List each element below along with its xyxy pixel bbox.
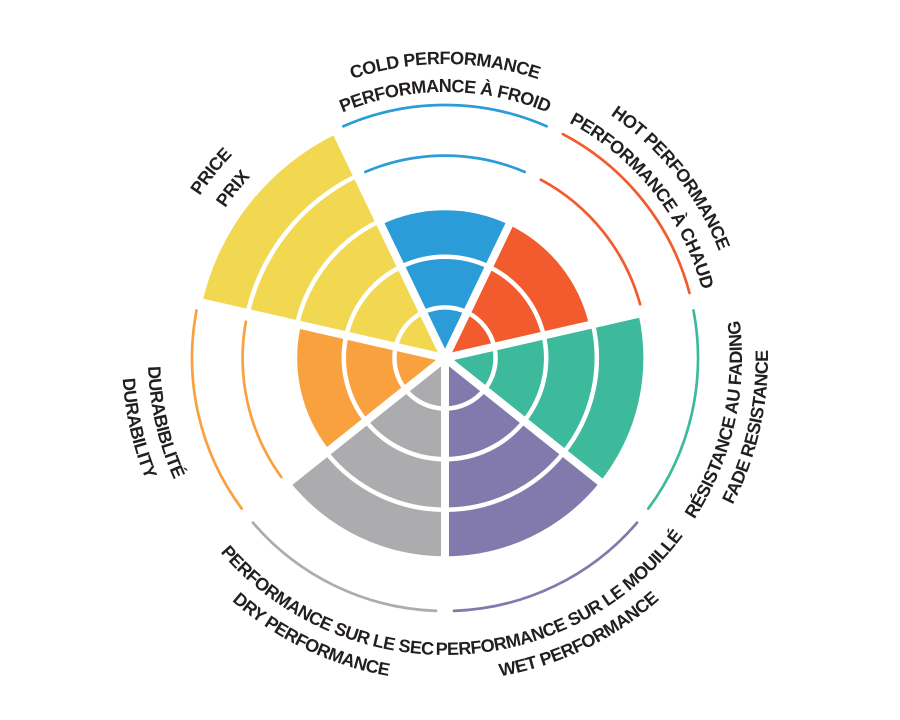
ring-separator-fade xyxy=(522,334,549,423)
ring-separator-price xyxy=(344,264,403,336)
sector-boundary-line xyxy=(182,294,446,362)
category-label-fr-cold: PERFORMANCE À FROID xyxy=(337,76,554,116)
unfilled-ring-arc-durability xyxy=(241,320,283,479)
sector-boundary-line xyxy=(325,114,449,360)
unfilled-ring-arc-hot xyxy=(561,132,691,295)
sector-boundary-line xyxy=(441,114,565,360)
sector-fill-price xyxy=(202,133,445,358)
ring-separator-hot xyxy=(487,264,546,336)
ring-separator-dry xyxy=(364,419,446,462)
unfilled-ring-arc-hot xyxy=(539,178,642,306)
unfilled-ring-arc-cold xyxy=(342,103,548,128)
category-label-en-hot: HOT PERFORMANCE xyxy=(608,102,734,253)
sector-boundary-line xyxy=(232,354,448,529)
unfilled-ring-arc-durability xyxy=(190,309,244,510)
ring-separator-fade xyxy=(561,323,599,455)
unfilled-ring-arc-wet xyxy=(452,521,639,613)
unfilled-ring-arc-fade xyxy=(646,309,700,510)
sector-boundary-line xyxy=(444,294,708,362)
unfilled-ring-arc-dry xyxy=(251,521,438,613)
ring-separator-wet xyxy=(444,419,526,462)
ring-separator-price xyxy=(245,173,359,314)
sector-fill-cold xyxy=(380,210,510,358)
sector-boundary-line xyxy=(442,354,658,529)
unfilled-ring-arc-cold xyxy=(364,154,526,174)
sector-fill-durability xyxy=(297,325,445,451)
ring-separator-wet xyxy=(444,451,566,513)
ring-separator-price xyxy=(294,219,381,325)
ring-separator-dry xyxy=(324,451,446,513)
ring-separator-durability xyxy=(341,334,368,423)
ring-separator-cold xyxy=(400,254,490,269)
